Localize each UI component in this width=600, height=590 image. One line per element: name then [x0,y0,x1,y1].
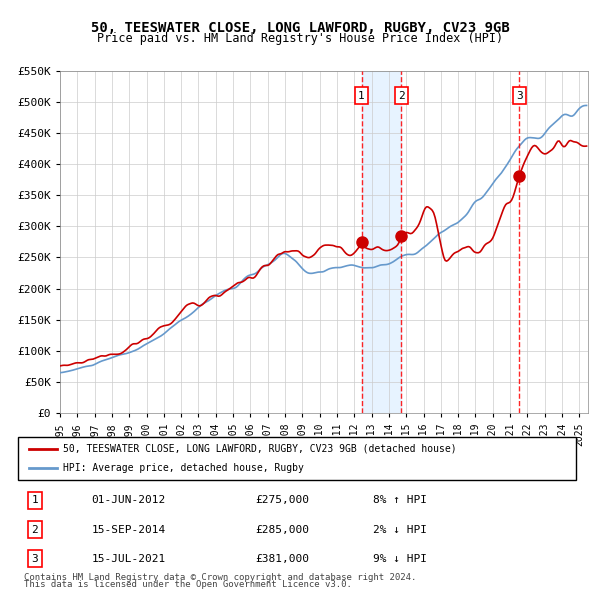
Text: 1: 1 [358,91,365,101]
Text: 01-JUN-2012: 01-JUN-2012 [91,496,166,505]
Text: 1: 1 [32,496,38,505]
HPI: Average price, detached house, Rugby: (2.03e+03, 4.94e+05): Average price, detached house, Rugby: (2… [583,102,590,109]
HPI: Average price, detached house, Rugby: (2.02e+03, 2.62e+05): Average price, detached house, Rugby: (2… [417,246,424,253]
HPI: Average price, detached house, Rugby: (2.01e+03, 2.35e+05): Average price, detached house, Rugby: (2… [341,263,348,270]
Text: Contains HM Land Registry data © Crown copyright and database right 2024.: Contains HM Land Registry data © Crown c… [24,573,416,582]
50, TEESWATER CLOSE, LONG LAWFORD, RUGBY, CV23 9GB (detached house) [109,350,116,358]
50, TEESWATER CLOSE, LONG LAWFORD, RUGBY, CV23 9GB (detached house) [567,137,574,144]
Text: 2: 2 [398,91,404,101]
Text: 50, TEESWATER CLOSE, LONG LAWFORD, RUGBY, CV23 9GB (detached house): 50, TEESWATER CLOSE, LONG LAWFORD, RUGBY… [63,444,457,454]
Text: 2% ↓ HPI: 2% ↓ HPI [373,525,427,535]
HPI: Average price, detached house, Rugby: (2.02e+03, 2.99e+05): Average price, detached house, Rugby: (2… [446,224,453,231]
Text: 3: 3 [32,554,38,563]
50, TEESWATER CLOSE, LONG LAWFORD, RUGBY, CV23 9GB (detached house) [56,362,64,369]
Line: 50, TEESWATER CLOSE, LONG LAWFORD, RUGBY, CV23 9GB (detached house): 50, TEESWATER CLOSE, LONG LAWFORD, RUGBY… [60,140,587,366]
HPI: Average price, detached house, Rugby: (2e+03, 1.33e+05): Average price, detached house, Rugby: (2… [164,326,172,333]
Text: HPI: Average price, detached house, Rugby: HPI: Average price, detached house, Rugb… [63,464,304,473]
Text: 50, TEESWATER CLOSE, LONG LAWFORD, RUGBY, CV23 9GB: 50, TEESWATER CLOSE, LONG LAWFORD, RUGBY… [91,21,509,35]
Text: This data is licensed under the Open Government Licence v3.0.: This data is licensed under the Open Gov… [24,581,352,589]
Text: 15-SEP-2014: 15-SEP-2014 [91,525,166,535]
Text: Price paid vs. HM Land Registry's House Price Index (HPI): Price paid vs. HM Land Registry's House … [97,32,503,45]
HPI: Average price, detached house, Rugby: (2e+03, 6.48e+04): Average price, detached house, Rugby: (2… [56,369,64,376]
HPI: Average price, detached house, Rugby: (2e+03, 1.14e+05): Average price, detached house, Rugby: (2… [146,339,153,346]
Text: 9% ↓ HPI: 9% ↓ HPI [373,554,427,563]
50, TEESWATER CLOSE, LONG LAWFORD, RUGBY, CV23 9GB (detached house) [417,217,424,224]
HPI: Average price, detached house, Rugby: (2e+03, 8.91e+04): Average price, detached house, Rugby: (2… [109,354,116,361]
Text: £275,000: £275,000 [255,496,309,505]
Text: 15-JUL-2021: 15-JUL-2021 [91,554,166,563]
50, TEESWATER CLOSE, LONG LAWFORD, RUGBY, CV23 9GB (detached house) [164,322,172,329]
50, TEESWATER CLOSE, LONG LAWFORD, RUGBY, CV23 9GB (detached house) [583,143,590,150]
Text: 3: 3 [516,91,523,101]
Text: 8% ↑ HPI: 8% ↑ HPI [373,496,427,505]
50, TEESWATER CLOSE, LONG LAWFORD, RUGBY, CV23 9GB (detached house) [146,334,153,341]
50, TEESWATER CLOSE, LONG LAWFORD, RUGBY, CV23 9GB (detached house) [341,248,348,255]
FancyBboxPatch shape [18,438,577,480]
Text: £285,000: £285,000 [255,525,309,535]
50, TEESWATER CLOSE, LONG LAWFORD, RUGBY, CV23 9GB (detached house) [446,255,453,262]
Text: £381,000: £381,000 [255,554,309,563]
Line: HPI: Average price, detached house, Rugby: HPI: Average price, detached house, Rugb… [60,106,587,373]
Text: 2: 2 [32,525,38,535]
Bar [362,71,401,413]
